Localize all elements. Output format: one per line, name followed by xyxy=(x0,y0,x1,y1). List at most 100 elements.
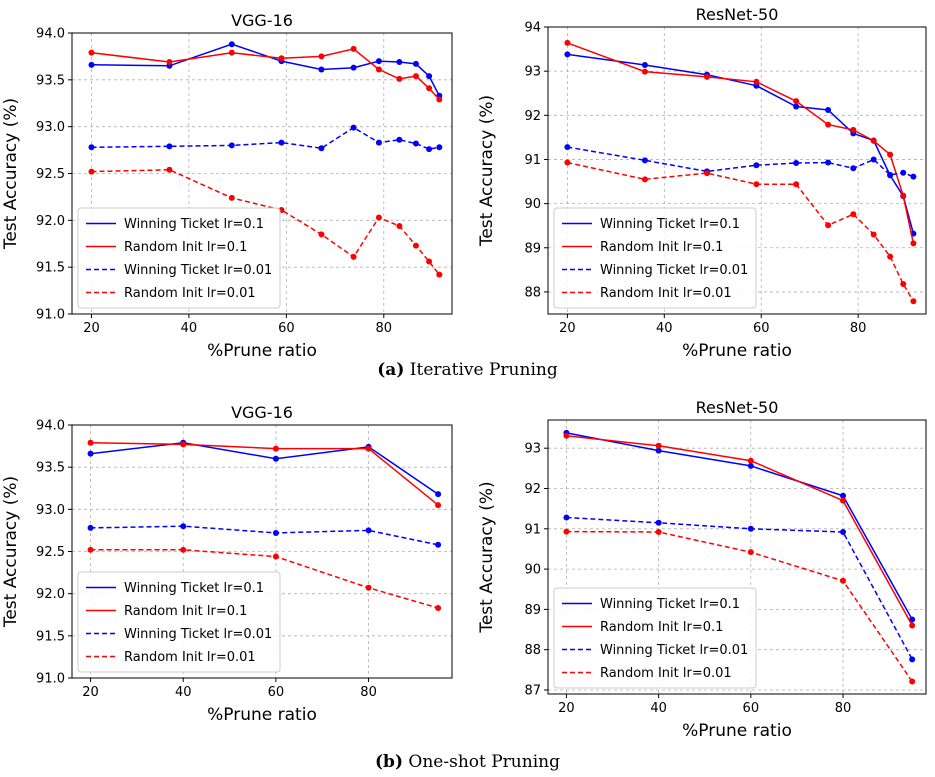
series-line xyxy=(91,126,440,150)
data-point xyxy=(753,181,760,188)
y-tick-label: 88 xyxy=(524,285,541,300)
y-tick-label: 90 xyxy=(524,563,541,578)
chart-panel-2: 20 40 60 80 88 89 90 91 92 93 94 ResNet-50 %Prune ra… xyxy=(477,5,927,361)
y-tick-label: 91.5 xyxy=(36,629,65,644)
data-point xyxy=(350,64,357,71)
legend-box xyxy=(553,207,757,309)
y-tick-label: 91.0 xyxy=(36,672,65,687)
data-point xyxy=(747,462,754,469)
legend-label: Winning Ticket lr=0.1 xyxy=(600,217,740,232)
data-point xyxy=(180,523,187,530)
data-point xyxy=(166,59,173,66)
plot-frame xyxy=(547,26,927,315)
y-axis-label: Test Accuracy (%) xyxy=(477,481,497,633)
legend-box xyxy=(553,587,757,689)
series-line xyxy=(567,53,915,234)
legend-label: Random Init lr=0.01 xyxy=(124,650,256,665)
data-point xyxy=(166,143,173,150)
data-point xyxy=(318,145,325,152)
x-tick-label: 80 xyxy=(835,701,852,716)
y-tick-label: 92 xyxy=(524,482,541,497)
data-point xyxy=(435,541,442,548)
legend-label: Winning Ticket lr=0.01 xyxy=(600,263,748,278)
legend-label: Random Init lr=0.01 xyxy=(124,286,256,301)
data-point xyxy=(412,73,419,80)
data-point xyxy=(887,151,894,158)
chart-title: VGG-16 xyxy=(231,11,293,30)
data-point xyxy=(88,61,95,68)
data-point xyxy=(825,222,832,229)
y-tick-label: 93 xyxy=(524,65,541,80)
y-tick-label: 92.5 xyxy=(36,167,65,182)
data-point xyxy=(435,502,442,509)
data-point xyxy=(278,139,285,146)
data-point xyxy=(850,165,857,172)
data-point xyxy=(375,58,382,65)
data-point xyxy=(900,280,907,287)
legend-label: Random Init lr=0.1 xyxy=(124,240,247,255)
legend-label: Random Init lr=0.01 xyxy=(600,666,732,681)
data-point xyxy=(887,171,894,178)
data-point xyxy=(166,166,173,173)
x-tick-label: 40 xyxy=(656,321,673,336)
legend-label: Winning Ticket lr=0.01 xyxy=(124,627,272,642)
data-point xyxy=(228,41,235,48)
data-point xyxy=(909,656,916,663)
data-point xyxy=(350,253,357,260)
data-point xyxy=(825,121,832,128)
y-tick-label: 91.5 xyxy=(36,261,65,276)
data-point xyxy=(396,59,403,66)
x-tick-label: 40 xyxy=(181,321,198,336)
y-axis-label: Test Accuracy (%) xyxy=(477,95,497,247)
legend-label: Winning Ticket lr=0.01 xyxy=(124,263,272,278)
data-point xyxy=(272,553,279,560)
x-tick-label: 40 xyxy=(175,685,192,700)
data-point xyxy=(318,231,325,238)
data-point xyxy=(563,514,570,521)
data-point xyxy=(272,529,279,536)
data-point xyxy=(793,98,800,105)
legend-box xyxy=(77,207,281,309)
data-point xyxy=(655,529,662,536)
data-point xyxy=(180,441,187,448)
data-point xyxy=(793,103,800,110)
data-point xyxy=(228,49,235,56)
data-point xyxy=(564,159,571,166)
data-point xyxy=(278,55,285,62)
series-line xyxy=(90,441,439,506)
x-tick-label: 20 xyxy=(83,321,100,336)
data-point xyxy=(426,85,433,92)
data-point xyxy=(887,253,894,260)
data-point xyxy=(747,457,754,464)
data-point xyxy=(910,173,917,180)
data-point xyxy=(180,546,187,553)
data-point xyxy=(365,445,372,452)
data-point xyxy=(350,124,357,131)
data-point xyxy=(703,73,710,80)
data-point xyxy=(840,497,847,504)
legend-label: Random Init lr=0.1 xyxy=(124,604,247,619)
legend-label: Winning Ticket lr=0.1 xyxy=(124,217,264,232)
data-point xyxy=(426,146,433,153)
x-tick-label: 60 xyxy=(753,321,770,336)
y-tick-label: 90 xyxy=(524,197,541,212)
chart-title: ResNet-50 xyxy=(696,398,779,417)
data-point xyxy=(412,242,419,249)
chart-title: ResNet-50 xyxy=(696,5,779,24)
series-line xyxy=(90,441,439,495)
data-point xyxy=(87,450,94,457)
caption-iterative-pruning: (a) Iterative Pruning xyxy=(0,360,935,380)
data-point xyxy=(412,60,419,67)
x-tick-label: 60 xyxy=(743,701,760,716)
data-point xyxy=(641,176,648,183)
data-point xyxy=(350,45,357,52)
data-point xyxy=(375,139,382,146)
data-point xyxy=(564,39,571,46)
data-point xyxy=(850,126,857,133)
data-point xyxy=(870,137,877,144)
data-point xyxy=(825,159,832,166)
x-axis-label: %Prune ratio xyxy=(207,341,317,361)
data-point xyxy=(703,170,710,177)
data-point xyxy=(909,616,916,623)
series-line xyxy=(91,48,440,101)
